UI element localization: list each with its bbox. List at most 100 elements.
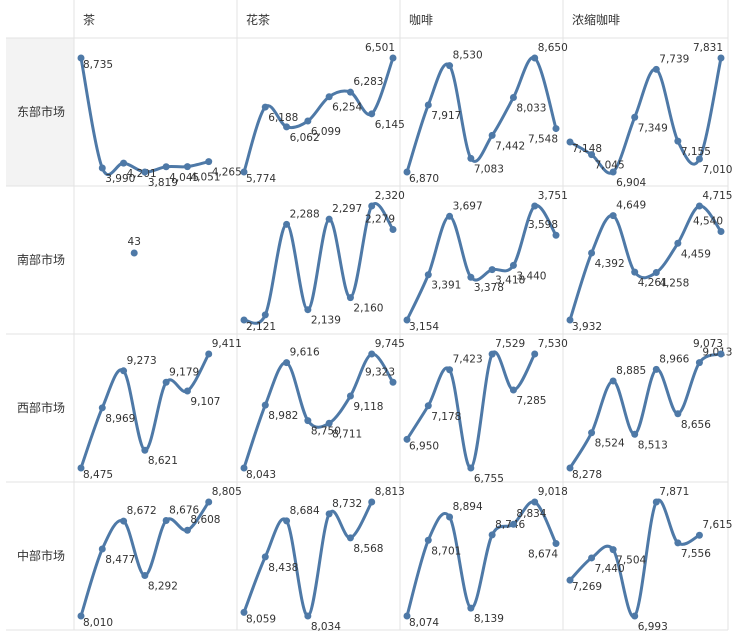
data-point (488, 350, 496, 358)
data-label: 8,701 (431, 545, 461, 557)
data-point (446, 62, 454, 70)
row-header: 中部市场 (17, 548, 65, 563)
data-label: 6,254 (332, 102, 362, 114)
data-point (609, 212, 617, 220)
data-label: 2,297 (332, 203, 362, 215)
data-label: 8,676 (169, 504, 199, 516)
chart-panel: 6,870 7,917 8,530 7,083 7,442 8,033 8,650 7,548 (403, 42, 568, 185)
data-point (77, 612, 85, 620)
data-point (325, 419, 333, 427)
row-header: 西部市场 (17, 400, 65, 415)
data-point (588, 554, 596, 562)
data-point (566, 316, 574, 324)
data-point (261, 311, 269, 319)
data-point (631, 268, 639, 276)
data-label: 8,074 (409, 617, 439, 629)
data-point (695, 359, 703, 367)
data-point (283, 359, 291, 367)
data-label: 8,894 (453, 501, 483, 513)
data-point (304, 612, 312, 620)
data-point (631, 612, 639, 620)
data-label: 8,621 (148, 455, 178, 467)
data-label: 4,265 (212, 167, 242, 179)
data-label: 5,774 (246, 173, 276, 185)
data-label: 8,711 (332, 428, 362, 440)
data-label: 8,672 (127, 505, 157, 517)
data-point (403, 316, 411, 324)
data-label: 6,755 (474, 473, 504, 485)
data-label: 7,440 (595, 563, 625, 575)
data-label: 4,201 (127, 168, 157, 180)
data-label: 9,616 (290, 347, 320, 359)
data-point (588, 249, 596, 257)
data-label: 8,684 (290, 505, 320, 517)
data-label: 8,732 (332, 498, 362, 510)
data-label: 6,145 (375, 119, 405, 131)
row-header: 东部市场 (17, 104, 65, 119)
data-label: 8,010 (83, 617, 113, 629)
data-label: 8,033 (516, 103, 546, 115)
data-label: 7,155 (681, 146, 711, 158)
data-point (368, 110, 376, 118)
data-label: 4,392 (595, 258, 625, 270)
data-label: 7,530 (538, 338, 568, 350)
data-point (403, 168, 411, 176)
data-label: 6,099 (311, 126, 341, 138)
data-point (424, 101, 432, 109)
data-point (652, 498, 660, 506)
data-label: 8,059 (246, 613, 276, 625)
data-point (609, 168, 617, 176)
data-point (674, 239, 682, 247)
data-label: 7,285 (516, 395, 546, 407)
data-point (652, 65, 660, 73)
data-label: 4,258 (659, 278, 689, 290)
data-label: 8,969 (105, 413, 135, 425)
data-label: 7,045 (595, 160, 625, 172)
data-point (695, 155, 703, 163)
data-label: 7,504 (616, 555, 646, 567)
data-point (531, 350, 539, 358)
data-label: 7,871 (659, 486, 689, 498)
column-header: 浓缩咖啡 (572, 12, 620, 27)
data-label: 8,813 (375, 486, 405, 498)
data-label: 7,148 (572, 143, 602, 155)
data-label: 7,831 (693, 42, 723, 54)
data-label: 8,530 (453, 50, 483, 62)
data-point (509, 386, 517, 394)
data-label: 8,043 (246, 469, 276, 481)
data-label: 9,411 (212, 338, 242, 350)
data-label: 7,548 (528, 134, 558, 146)
data-point (325, 510, 333, 518)
data-label: 2,160 (353, 303, 383, 315)
data-label: 9,018 (538, 486, 568, 498)
data-label: 8,982 (268, 410, 298, 422)
data-label: 8,735 (83, 59, 113, 71)
data-point (240, 316, 248, 324)
data-label: 7,178 (431, 411, 461, 423)
data-point (240, 168, 248, 176)
data-label: 7,739 (659, 53, 689, 65)
chart-panel: 7,148 7,045 6,904 7,349 7,739 7,155 7,010 7,831 (566, 42, 732, 189)
data-point (424, 402, 432, 410)
data-label: 7,423 (453, 354, 483, 366)
data-point (467, 273, 475, 281)
chart-panel: 43 (128, 236, 141, 257)
data-label: 3,418 (495, 275, 525, 287)
data-point (205, 498, 213, 506)
data-point (652, 365, 660, 373)
data-point (325, 93, 333, 101)
data-point (403, 435, 411, 443)
data-point (674, 137, 682, 145)
data-label: 2,279 (365, 213, 395, 225)
data-label: 9,179 (169, 366, 199, 378)
data-label: 6,501 (365, 42, 395, 54)
data-label: 7,615 (702, 519, 732, 531)
data-label: 8,139 (474, 613, 504, 625)
data-label: 6,283 (353, 76, 383, 88)
data-point (403, 612, 411, 620)
data-point (509, 520, 517, 528)
data-label: 7,269 (572, 581, 602, 593)
